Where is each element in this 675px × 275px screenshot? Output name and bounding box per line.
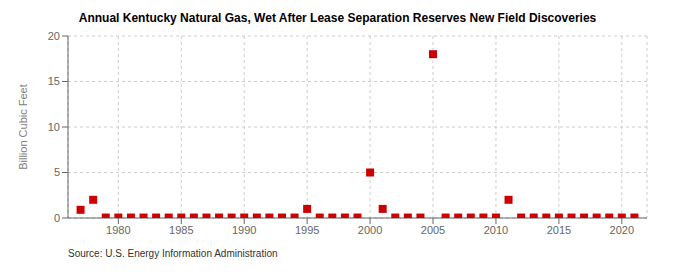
svg-text:1990: 1990: [232, 224, 256, 236]
svg-text:20: 20: [48, 30, 60, 42]
svg-text:0: 0: [54, 212, 60, 224]
svg-text:2005: 2005: [421, 224, 445, 236]
html-text:Annual Kentucky Natural Gas, W: Annual Kentucky Natural Gas, Wet After L…: [78, 11, 597, 25]
svg-text:5: 5: [54, 166, 60, 178]
svg-text:1985: 1985: [169, 224, 193, 236]
svg-text:15: 15: [48, 75, 60, 87]
svg-text:1995: 1995: [295, 224, 319, 236]
svg-text:10: 10: [48, 121, 60, 133]
svg-text:2010: 2010: [484, 224, 508, 236]
svg-text:2015: 2015: [547, 224, 571, 236]
svg-text:Billion Cubic Feet: Billion Cubic Feet: [17, 84, 29, 170]
svg-text:2000: 2000: [358, 224, 382, 236]
svg-text:2020: 2020: [610, 224, 634, 236]
html-text:Source: U.S. Energy Informatio: Source: U.S. Energy Information Administ…: [68, 248, 278, 259]
svg-text:1980: 1980: [106, 224, 130, 236]
